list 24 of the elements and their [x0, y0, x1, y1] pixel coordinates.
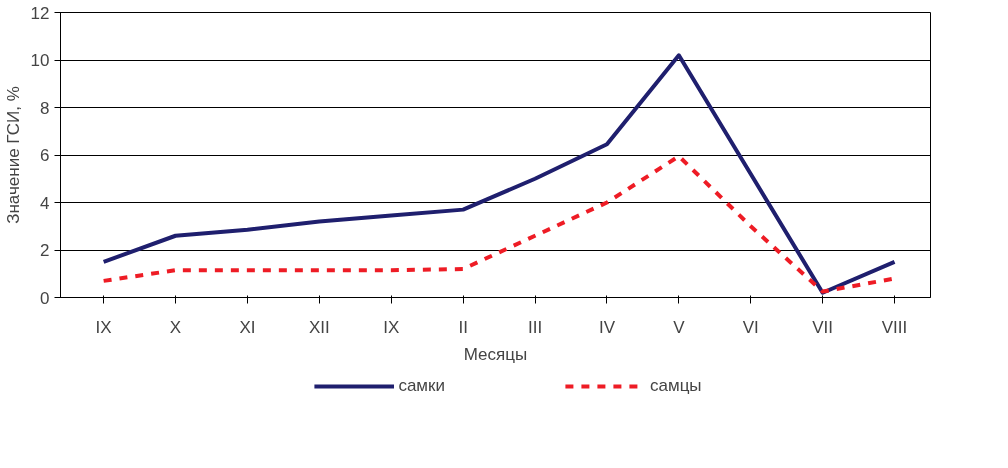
- x-tick-label: II: [458, 317, 468, 337]
- x-tick-label: VI: [742, 317, 759, 337]
- line-series: [101, 53, 897, 295]
- x-axis-title: Месяцы: [463, 344, 528, 364]
- legend-label: самцы: [649, 376, 702, 396]
- y-tick-label: 8: [40, 98, 50, 118]
- y-tick-label: 10: [30, 51, 50, 70]
- y-tick-label: 12: [30, 3, 50, 23]
- x-tick-label: V: [673, 317, 686, 337]
- y-tick-label: 4: [40, 193, 50, 213]
- y-tick-label: 6: [40, 146, 50, 165]
- x-tick-label: X: [169, 317, 182, 337]
- x-tick-label: VIII: [881, 317, 908, 337]
- y-tick-label: 2: [40, 241, 50, 260]
- x-tick-label: XI: [239, 317, 256, 337]
- x-tick-label: XII: [308, 317, 330, 337]
- x-tick-label: VII: [812, 317, 834, 337]
- x-tick-label: IV: [598, 317, 616, 337]
- x-tick-label: IX: [383, 317, 400, 337]
- y-tick-label: 0: [40, 288, 50, 308]
- y-axis-title: Значение ГСИ, %: [3, 86, 23, 224]
- legend-label: самки: [398, 376, 445, 396]
- x-tick-label: III: [527, 317, 543, 337]
- x-tick-label: IX: [95, 317, 112, 337]
